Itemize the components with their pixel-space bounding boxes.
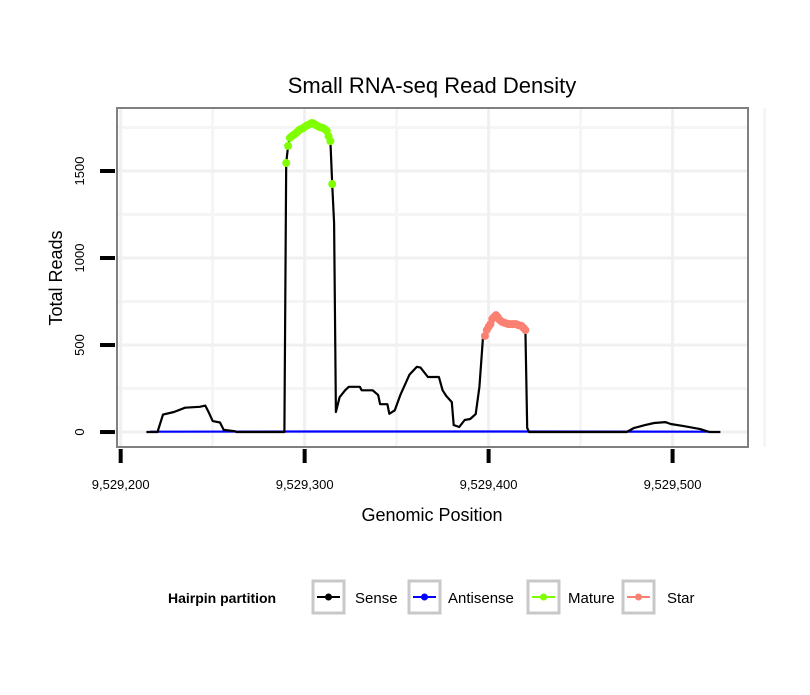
legend: Hairpin partition Sense Antisense Mature St…: [168, 581, 695, 613]
series-star-point: [521, 326, 529, 334]
legend-key-point: [540, 594, 547, 601]
x-axis-label: Genomic Position: [361, 505, 502, 525]
series-mature-point: [284, 142, 292, 150]
x-tick-label: 9,529,500: [644, 477, 702, 492]
legend-label-star: Star: [667, 590, 695, 607]
y-axis-label: Total Reads: [46, 230, 66, 325]
series-mature-point: [328, 180, 336, 188]
legend-label-sense: Sense: [355, 590, 398, 607]
x-tick-label: 9,529,300: [276, 477, 334, 492]
legend-key-point: [635, 594, 642, 601]
legend-label-antisense: Antisense: [448, 590, 514, 607]
series-mature-point: [282, 159, 290, 167]
legend-title: Hairpin partition: [168, 590, 276, 606]
y-tick-label: 0: [72, 428, 87, 435]
legend-key-point: [421, 594, 428, 601]
y-tick-label: 500: [72, 334, 87, 356]
x-tick-label: 9,529,200: [92, 477, 150, 492]
series-mature-point: [326, 137, 334, 145]
y-tick-label: 1500: [72, 157, 87, 186]
chart-title: Small RNA-seq Read Density: [288, 73, 577, 98]
legend-label-mature: Mature: [568, 590, 615, 607]
y-tick-label: 1000: [72, 244, 87, 273]
legend-key-point: [325, 594, 332, 601]
x-tick-label: 9,529,400: [460, 477, 518, 492]
